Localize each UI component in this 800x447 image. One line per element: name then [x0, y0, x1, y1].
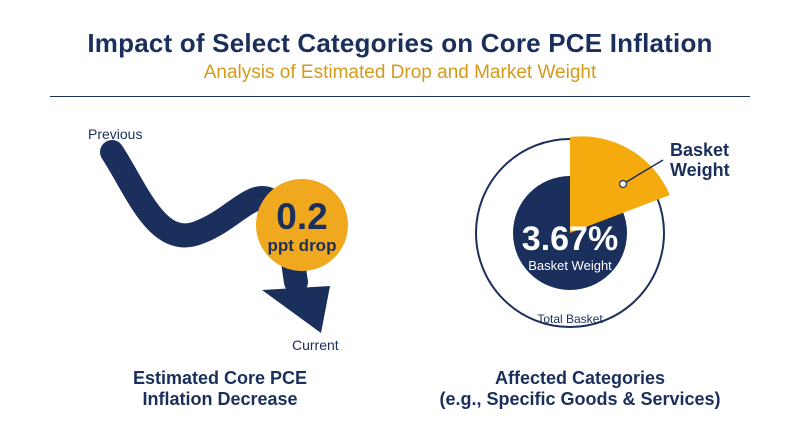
basket-weight-value: 3.67%: [522, 220, 618, 258]
right-caption-line2: (e.g., Specific Goods & Services): [439, 389, 721, 409]
right-caption: Affected Categories (e.g., Specific Good…: [430, 368, 730, 410]
page-title: Impact of Select Categories on Core PCE …: [87, 28, 713, 58]
header-divider: [50, 96, 750, 97]
callout-label-line1: Basket: [670, 140, 729, 160]
basket-chart: 3.67% Basket Weight Total Basket: [475, 136, 670, 328]
trend-arrow-head: [262, 286, 330, 333]
drop-unit: ppt drop: [268, 236, 337, 255]
drop-value: 0.2: [276, 196, 327, 237]
left-caption-line2: Inflation Decrease: [142, 389, 298, 409]
page-subtitle: Analysis of Estimated Drop and Market We…: [203, 62, 597, 83]
left-caption: Estimated Core PCE Inflation Decrease: [110, 368, 330, 410]
left-caption-line1: Estimated Core PCE: [132, 368, 308, 388]
callout-line: [622, 159, 664, 185]
right-caption-line1: Affected Categories: [494, 368, 666, 388]
basket-callout: Basket Weight: [618, 140, 730, 189]
total-basket-label: Total Basket: [537, 312, 603, 326]
drop-badge: 0.2 ppt drop: [256, 179, 348, 271]
basket-weight-label: Basket Weight: [528, 258, 612, 273]
callout-label-line2: Weight: [670, 160, 730, 180]
drop-badge-circle: [256, 179, 348, 271]
current-label: Current: [292, 337, 339, 353]
previous-label: Previous: [88, 126, 142, 142]
callout-dot: [618, 179, 628, 189]
